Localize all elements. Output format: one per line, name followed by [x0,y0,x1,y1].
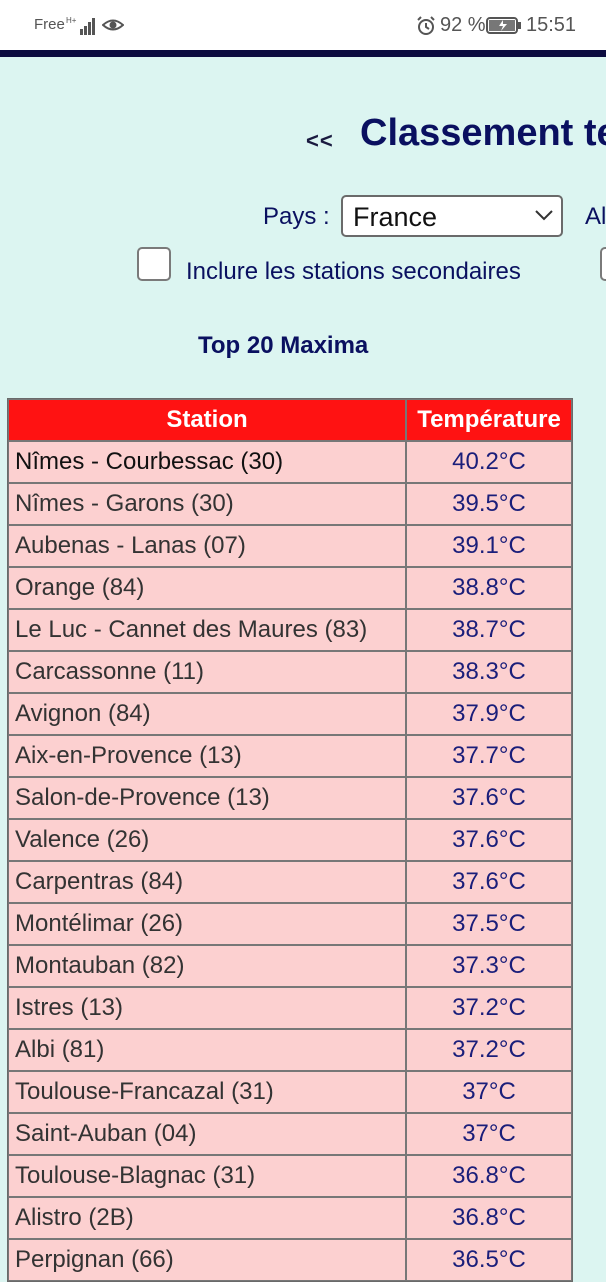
secondary-stations-label[interactable]: Inclure les stations secondaires [186,258,521,285]
temperature-cell: 36.8°C [406,1155,572,1197]
station-cell: Montélimar (26) [8,903,406,945]
table-row: Albi (81) 37.2°C [8,1029,572,1071]
station-cell: Aubenas - Lanas (07) [8,525,406,567]
table-title: Top 20 Maxima [198,332,369,359]
status-bar: Free H+ 92 % 15:51 [0,0,606,50]
temperature-cell: 39.5°C [406,483,572,525]
temperature-cell: 37°C [406,1113,572,1155]
table-row: Toulouse-Blagnac (31) 36.8°C [8,1155,572,1197]
battery-percent: 92 % [440,14,486,36]
temperature-cell: 36.5°C [406,1239,572,1281]
table-row: Avignon (84) 37.9°C [8,693,572,735]
temperature-cell: 36.8°C [406,1197,572,1239]
station-cell: Valence (26) [8,819,406,861]
temperature-cell: 37.9°C [406,693,572,735]
eye-icon [102,19,124,31]
station-cell: Aix-en-Provence (13) [8,735,406,777]
temperature-cell: 40.2°C [406,441,572,483]
table-row: Carcassonne (11) 38.3°C [8,651,572,693]
back-link[interactable]: << [306,128,334,153]
pays-label: Pays : [263,203,330,230]
station-column-header: Station [8,399,406,441]
table-row: Aubenas - Lanas (07) 39.1°C [8,525,572,567]
table-row: Orange (84) 38.8°C [8,567,572,609]
table-row: Nîmes - Courbessac (30) 40.2°C [8,441,572,483]
station-cell: Nîmes - Courbessac (30) [8,441,406,483]
page-title: Classement te [360,112,606,154]
station-cell: Carpentras (84) [8,861,406,903]
second-checkbox[interactable] [600,247,606,281]
table-row: Montauban (82) 37.3°C [8,945,572,987]
network-signal-icon: H+ [66,16,95,35]
station-cell: Carcassonne (11) [8,651,406,693]
table-row: Aix-en-Provence (13) 37.7°C [8,735,572,777]
temperature-cell: 37.5°C [406,903,572,945]
station-cell: Istres (13) [8,987,406,1029]
temperature-cell: 39.1°C [406,525,572,567]
secondary-stations-checkbox[interactable] [137,247,171,281]
temperature-cell: 37.2°C [406,1029,572,1071]
top-divider-bar [0,50,606,57]
carrier-label: Free [34,16,65,33]
table-row: Le Luc - Cannet des Maures (83) 38.7°C [8,609,572,651]
temperature-cell: 38.8°C [406,567,572,609]
station-cell: Salon-de-Provence (13) [8,777,406,819]
clock-time: 15:51 [526,14,577,36]
station-cell: Avignon (84) [8,693,406,735]
table-row: Istres (13) 37.2°C [8,987,572,1029]
table-row: Valence (26) 37.6°C [8,819,572,861]
station-cell: Saint-Auban (04) [8,1113,406,1155]
ranking-table: Station Température Nîmes - Courbessac (… [7,398,573,1282]
station-cell: Albi (81) [8,1029,406,1071]
table-row: Carpentras (84) 37.6°C [8,861,572,903]
temperature-cell: 38.3°C [406,651,572,693]
station-cell: Le Luc - Cannet des Maures (83) [8,609,406,651]
temperature-cell: 37.6°C [406,861,572,903]
station-cell: Toulouse-Blagnac (31) [8,1155,406,1197]
temperature-cell: 37.3°C [406,945,572,987]
alarm-icon [417,16,435,35]
temperature-cell: 38.7°C [406,609,572,651]
temperature-cell: 37°C [406,1071,572,1113]
table-row: Nîmes - Garons (30) 39.5°C [8,483,572,525]
temperature-cell: 37.6°C [406,819,572,861]
station-cell: Orange (84) [8,567,406,609]
temperature-cell: 37.7°C [406,735,572,777]
station-cell: Toulouse-Francazal (31) [8,1071,406,1113]
chevron-down-icon [535,210,553,221]
table-header-row: Station Température [8,399,572,441]
station-cell: Alistro (2B) [8,1197,406,1239]
table-row: Salon-de-Provence (13) 37.6°C [8,777,572,819]
svg-text:H+: H+ [66,16,77,25]
table-row: Toulouse-Francazal (31) 37°C [8,1071,572,1113]
station-cell: Montauban (82) [8,945,406,987]
station-cell: Perpignan (66) [8,1239,406,1281]
temperature-cell: 37.6°C [406,777,572,819]
table-row: Montélimar (26) 37.5°C [8,903,572,945]
secondary-filter-label: Al [585,203,606,230]
temperature-column-header: Température [406,399,572,441]
pays-select-value: France [353,202,438,232]
station-cell: Nîmes - Garons (30) [8,483,406,525]
temperature-cell: 37.2°C [406,987,572,1029]
pays-select[interactable]: France [341,195,563,237]
battery-icon [486,17,521,34]
table-row: Saint-Auban (04) 37°C [8,1113,572,1155]
table-row: Perpignan (66) 36.5°C [8,1239,572,1281]
table-row: Alistro (2B) 36.8°C [8,1197,572,1239]
